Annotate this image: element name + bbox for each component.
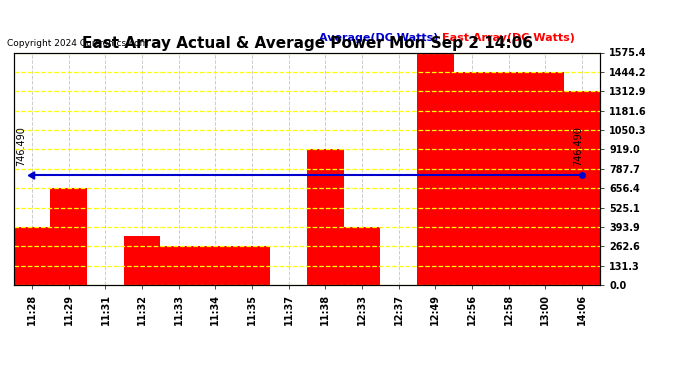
Bar — [124, 237, 160, 285]
Bar — [307, 149, 344, 285]
Bar — [160, 246, 197, 285]
Bar — [564, 91, 600, 285]
Text: Copyright 2024 Curtronics.com: Copyright 2024 Curtronics.com — [7, 39, 148, 48]
Text: Average(DC Watts): Average(DC Watts) — [319, 33, 438, 43]
Bar — [14, 227, 50, 285]
Bar — [454, 72, 491, 285]
Bar — [527, 72, 564, 285]
Bar — [234, 246, 270, 285]
Bar — [197, 246, 234, 285]
Text: 746.490: 746.490 — [573, 126, 583, 166]
Text: East Array(DC Watts): East Array(DC Watts) — [442, 33, 575, 43]
Title: East Array Actual & Average Power Mon Sep 2 14:06: East Array Actual & Average Power Mon Se… — [81, 36, 533, 51]
Bar — [50, 188, 87, 285]
Text: 746.490: 746.490 — [16, 126, 26, 166]
Bar — [491, 72, 527, 285]
Bar — [417, 53, 454, 285]
Bar — [344, 227, 380, 285]
